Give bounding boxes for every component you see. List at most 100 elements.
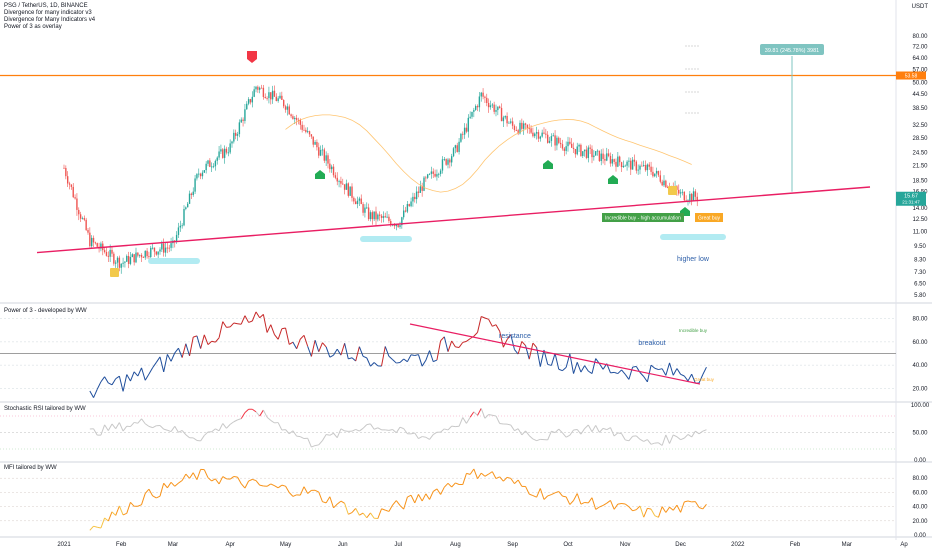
stoch-segment — [695, 430, 700, 435]
power-tick-3: 80.00 — [912, 317, 928, 323]
mfi-segment — [141, 493, 146, 505]
mfi-tick-2: 40.00 — [912, 505, 928, 511]
mfi-segment — [432, 488, 438, 492]
candle-body — [220, 149, 222, 152]
stoch-segment — [137, 418, 142, 424]
power-segment — [598, 363, 604, 370]
candle-body — [336, 177, 338, 182]
candle-body — [471, 111, 473, 117]
mfi-segment — [277, 484, 283, 489]
power-segment — [185, 343, 191, 357]
candle-body — [639, 165, 641, 170]
power-segment — [307, 346, 312, 357]
power-segment — [266, 324, 272, 333]
higher-low-highlight-1 — [360, 236, 412, 242]
power-segment — [137, 367, 142, 377]
candle-body — [572, 147, 575, 149]
stoch-segment — [252, 408, 257, 413]
power-segment — [443, 336, 449, 352]
candle-body — [223, 148, 226, 158]
mfi-segment — [156, 495, 161, 499]
stoch-segment — [333, 432, 338, 439]
power-segment — [200, 334, 205, 349]
mfi-tick-4: 80.00 — [912, 476, 928, 482]
resistance-price-tag — [896, 71, 926, 80]
candle-body — [678, 189, 680, 194]
candle-body — [225, 148, 228, 153]
resistance-label: resistance — [499, 333, 531, 340]
candle-body — [310, 134, 313, 137]
candle-body — [150, 247, 152, 258]
candle-body — [279, 95, 281, 99]
stoch-segment — [229, 421, 235, 425]
candle-body — [630, 160, 632, 170]
power-segment — [344, 343, 349, 360]
power-segment — [414, 354, 419, 357]
mfi-segment — [580, 502, 585, 505]
candle-body — [685, 200, 687, 202]
mfi-segment — [233, 475, 238, 478]
candle-body — [166, 247, 169, 249]
candle-body — [196, 174, 198, 179]
candle-body — [620, 162, 623, 168]
price-tick-9: 18.50 — [912, 178, 928, 184]
candle-body — [162, 243, 165, 253]
candle-body — [613, 159, 615, 162]
mfi-segment — [569, 500, 574, 505]
candle-body — [552, 135, 554, 137]
power-segment — [691, 373, 696, 384]
candle-body — [157, 251, 159, 255]
power-segment — [181, 343, 187, 358]
stoch-segment — [625, 439, 630, 442]
candle-body — [295, 117, 298, 120]
stoch-segment — [551, 430, 556, 434]
candle-body — [482, 92, 484, 97]
stoch-segment — [584, 424, 589, 429]
stoch-segment — [602, 427, 607, 431]
mfi-segment — [314, 489, 319, 493]
candle-body — [96, 243, 98, 247]
power-segment — [410, 354, 415, 357]
candle-body — [301, 124, 303, 130]
power-segment — [632, 365, 637, 368]
stoch-segment — [621, 433, 626, 441]
mfi-segment — [473, 468, 479, 479]
stoch-segment — [514, 428, 519, 432]
candle-body — [631, 159, 634, 170]
stoch-segment — [432, 431, 438, 436]
candle-body — [131, 254, 134, 258]
candle-body — [342, 183, 344, 185]
candle-body — [567, 141, 569, 147]
power-segment — [550, 353, 556, 366]
mfi-segment — [407, 494, 412, 498]
stoch-segment — [444, 428, 449, 431]
mfi-segment — [97, 526, 102, 529]
stoch-segment — [702, 429, 707, 432]
mfi-segment — [381, 508, 386, 511]
mfi-segment — [436, 488, 442, 495]
candle-body — [384, 216, 386, 218]
candle-body — [63, 167, 65, 169]
candle-body — [497, 106, 499, 111]
power-segment — [299, 334, 305, 340]
power-segment — [425, 350, 431, 361]
candle-body — [526, 124, 529, 128]
stoch-segment — [288, 430, 294, 435]
candle-body — [596, 150, 599, 152]
candle-body — [316, 142, 318, 148]
power-segment — [532, 342, 537, 348]
candle-body — [76, 198, 78, 210]
mfi-segment — [421, 493, 427, 502]
stoch-segment — [259, 409, 264, 417]
power-segment — [251, 311, 257, 322]
mfi-segment — [573, 493, 578, 501]
mfi-segment — [551, 492, 556, 496]
power-segment — [259, 314, 264, 319]
stoch-tick-0: 0.00 — [914, 458, 926, 464]
stoch-segment — [410, 432, 415, 435]
mfi-segment — [495, 476, 500, 480]
candle-body — [198, 173, 200, 175]
candle-body — [441, 159, 444, 171]
candle-body — [637, 169, 639, 171]
candle-body — [323, 149, 326, 161]
